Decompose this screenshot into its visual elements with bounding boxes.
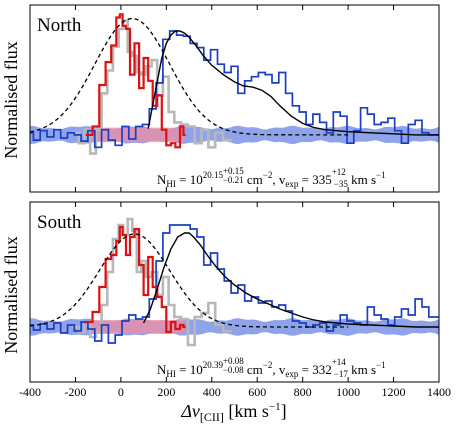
- panel-north-dashed-model: [30, 17, 349, 136]
- x-tick-label-0: -400: [19, 385, 41, 399]
- x-tick-label-7: 1000: [336, 385, 360, 399]
- panel-north-frame: [29, 4, 440, 193]
- panel-south-frame: [29, 201, 440, 383]
- panel-north-annotation: NHI = 1020.15+0.15 −0.21 cm−2, vexp = 335…: [157, 166, 386, 189]
- x-tick-label-2: 0: [118, 385, 124, 399]
- panel-south: South NHI = 1020.39+0.08 −0.08 cm−2, vexp…: [29, 201, 440, 383]
- panel-south-dashed-model: [30, 233, 349, 328]
- panel-south-red-spectrum: [85, 225, 186, 334]
- panel-north-title: North: [37, 15, 82, 36]
- x-axis-ticks: -400 -200 0 200 400 600 800 1000 1200 1400: [19, 385, 451, 399]
- panel-south-series: [30, 217, 439, 347]
- x-tick-label-1: -200: [64, 385, 86, 399]
- panel-north-series: [30, 13, 439, 155]
- panel-north-solid-model: [147, 30, 439, 136]
- panel-south-gray-spectrum: [72, 217, 233, 347]
- panel-south-solid-model: [142, 232, 439, 328]
- x-axis-label: Δv[CII] [km s−1]: [180, 401, 286, 424]
- x-tick-label-6: 800: [294, 385, 312, 399]
- panel-south-red-noise-band: [89, 320, 185, 334]
- panel-north: North NHI = 1020.15+0.15 −0.21 cm−2, vexp…: [29, 4, 440, 193]
- x-tick-label-5: 600: [248, 385, 266, 399]
- panel-south-blue-spectrum: [30, 224, 439, 344]
- x-tick-label-9: 1400: [427, 385, 451, 399]
- x-tick-label-8: 1200: [382, 385, 406, 399]
- y-axis-label-north: Normalised flux: [1, 41, 21, 158]
- panel-south-plot: [29, 202, 440, 382]
- x-tick-label-4: 400: [203, 385, 221, 399]
- panel-north-blue-spectrum: [30, 30, 439, 149]
- panel-north-red-noise-band: [89, 127, 185, 143]
- x-tick-label-3: 200: [157, 385, 175, 399]
- panel-south-title: South: [37, 212, 82, 233]
- y-axis-label-south: Normalised flux: [1, 236, 21, 353]
- panel-north-plot: [29, 5, 440, 192]
- panel-south-annotation: NHI = 1020.39+0.08 −0.08 cm−2, vexp = 332…: [157, 356, 386, 379]
- panel-north-red-spectrum: [85, 13, 186, 149]
